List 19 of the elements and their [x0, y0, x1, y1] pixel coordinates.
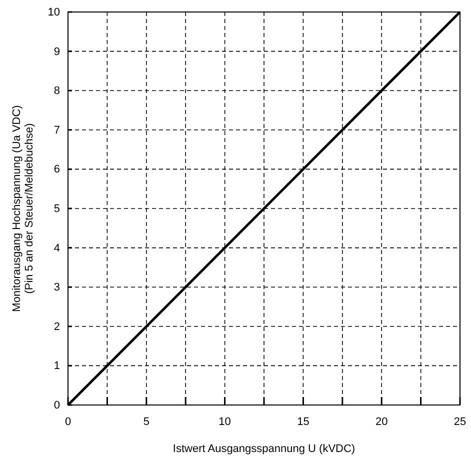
y-tick-label: 4 [54, 242, 60, 254]
x-tick-label: 15 [297, 416, 310, 428]
y-axis-title: Monitorausgang Hochspannung (Ua VDC) (Pin 5 an der Steuer/Meldebuchse) [11, 105, 36, 312]
y-tick-label: 3 [54, 282, 60, 294]
y-tick-label: 5 [54, 203, 60, 216]
y-tick-label: 2 [54, 320, 60, 333]
x-tick-label: 25 [454, 416, 466, 428]
y-tick-label: 0 [54, 400, 60, 412]
y-tick-label: 9 [54, 46, 60, 58]
y-tick-label: 8 [54, 85, 60, 98]
x-axis-title: Istwert Ausgangsspannung U (kVDC) [172, 443, 356, 455]
x-tick-label: 5 [143, 416, 150, 428]
y-tick-label: 10 [48, 6, 60, 19]
y-tick-label: 6 [54, 164, 60, 176]
x-tick-label: 20 [375, 416, 388, 428]
x-tick-label: 10 [218, 416, 231, 428]
x-tick-label: 0 [64, 416, 72, 428]
y-tick-label: 1 [54, 360, 60, 372]
y-tick-label: 7 [54, 124, 60, 136]
